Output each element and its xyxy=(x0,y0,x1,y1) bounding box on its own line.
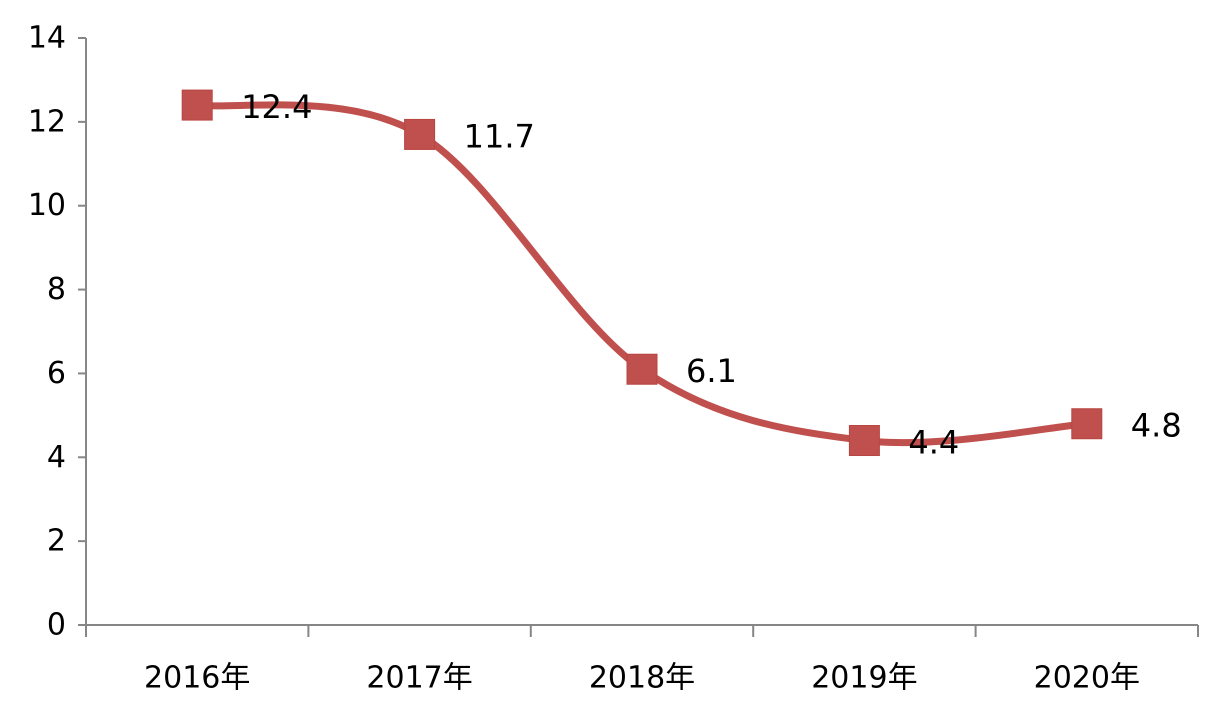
y-ticks: 0 2 4 6 8 10 12 14 xyxy=(28,21,86,643)
y-tick-label: 4 xyxy=(47,440,66,475)
y-tick-label: 12 xyxy=(28,104,66,139)
data-label: 12.4 xyxy=(241,88,312,126)
data-point-marker xyxy=(626,353,658,385)
y-tick-label: 8 xyxy=(47,272,66,307)
data-label-layer: 12.4 11.7 6.1 4.4 4.8 xyxy=(241,88,1181,461)
data-point-marker xyxy=(181,89,213,121)
x-tick-label: 2018年 xyxy=(589,661,695,696)
data-label: 4.8 xyxy=(1131,407,1182,445)
x-ticks: 2016年 2017年 2018年 2019年 2020年 xyxy=(85,625,1199,696)
y-tick-label: 0 xyxy=(47,608,66,643)
x-tick-label: 2017年 xyxy=(366,661,472,696)
series-layer xyxy=(193,101,1091,447)
y-tick-label: 2 xyxy=(47,524,66,559)
y-tick-label: 14 xyxy=(28,21,66,56)
x-tick-label: 2019年 xyxy=(811,661,917,696)
series-line xyxy=(193,101,1091,447)
data-label: 4.4 xyxy=(908,424,959,462)
data-point-marker xyxy=(404,118,436,150)
data-point-marker xyxy=(848,425,880,457)
y-tick-label: 6 xyxy=(47,356,66,391)
data-label: 6.1 xyxy=(686,352,737,390)
data-label: 11.7 xyxy=(464,117,535,155)
x-tick-label: 2016年 xyxy=(144,661,250,696)
x-tick-label: 2020年 xyxy=(1034,661,1140,696)
marker-layer xyxy=(181,89,1103,457)
data-point-marker xyxy=(1071,408,1103,440)
y-tick-label: 10 xyxy=(28,188,66,223)
